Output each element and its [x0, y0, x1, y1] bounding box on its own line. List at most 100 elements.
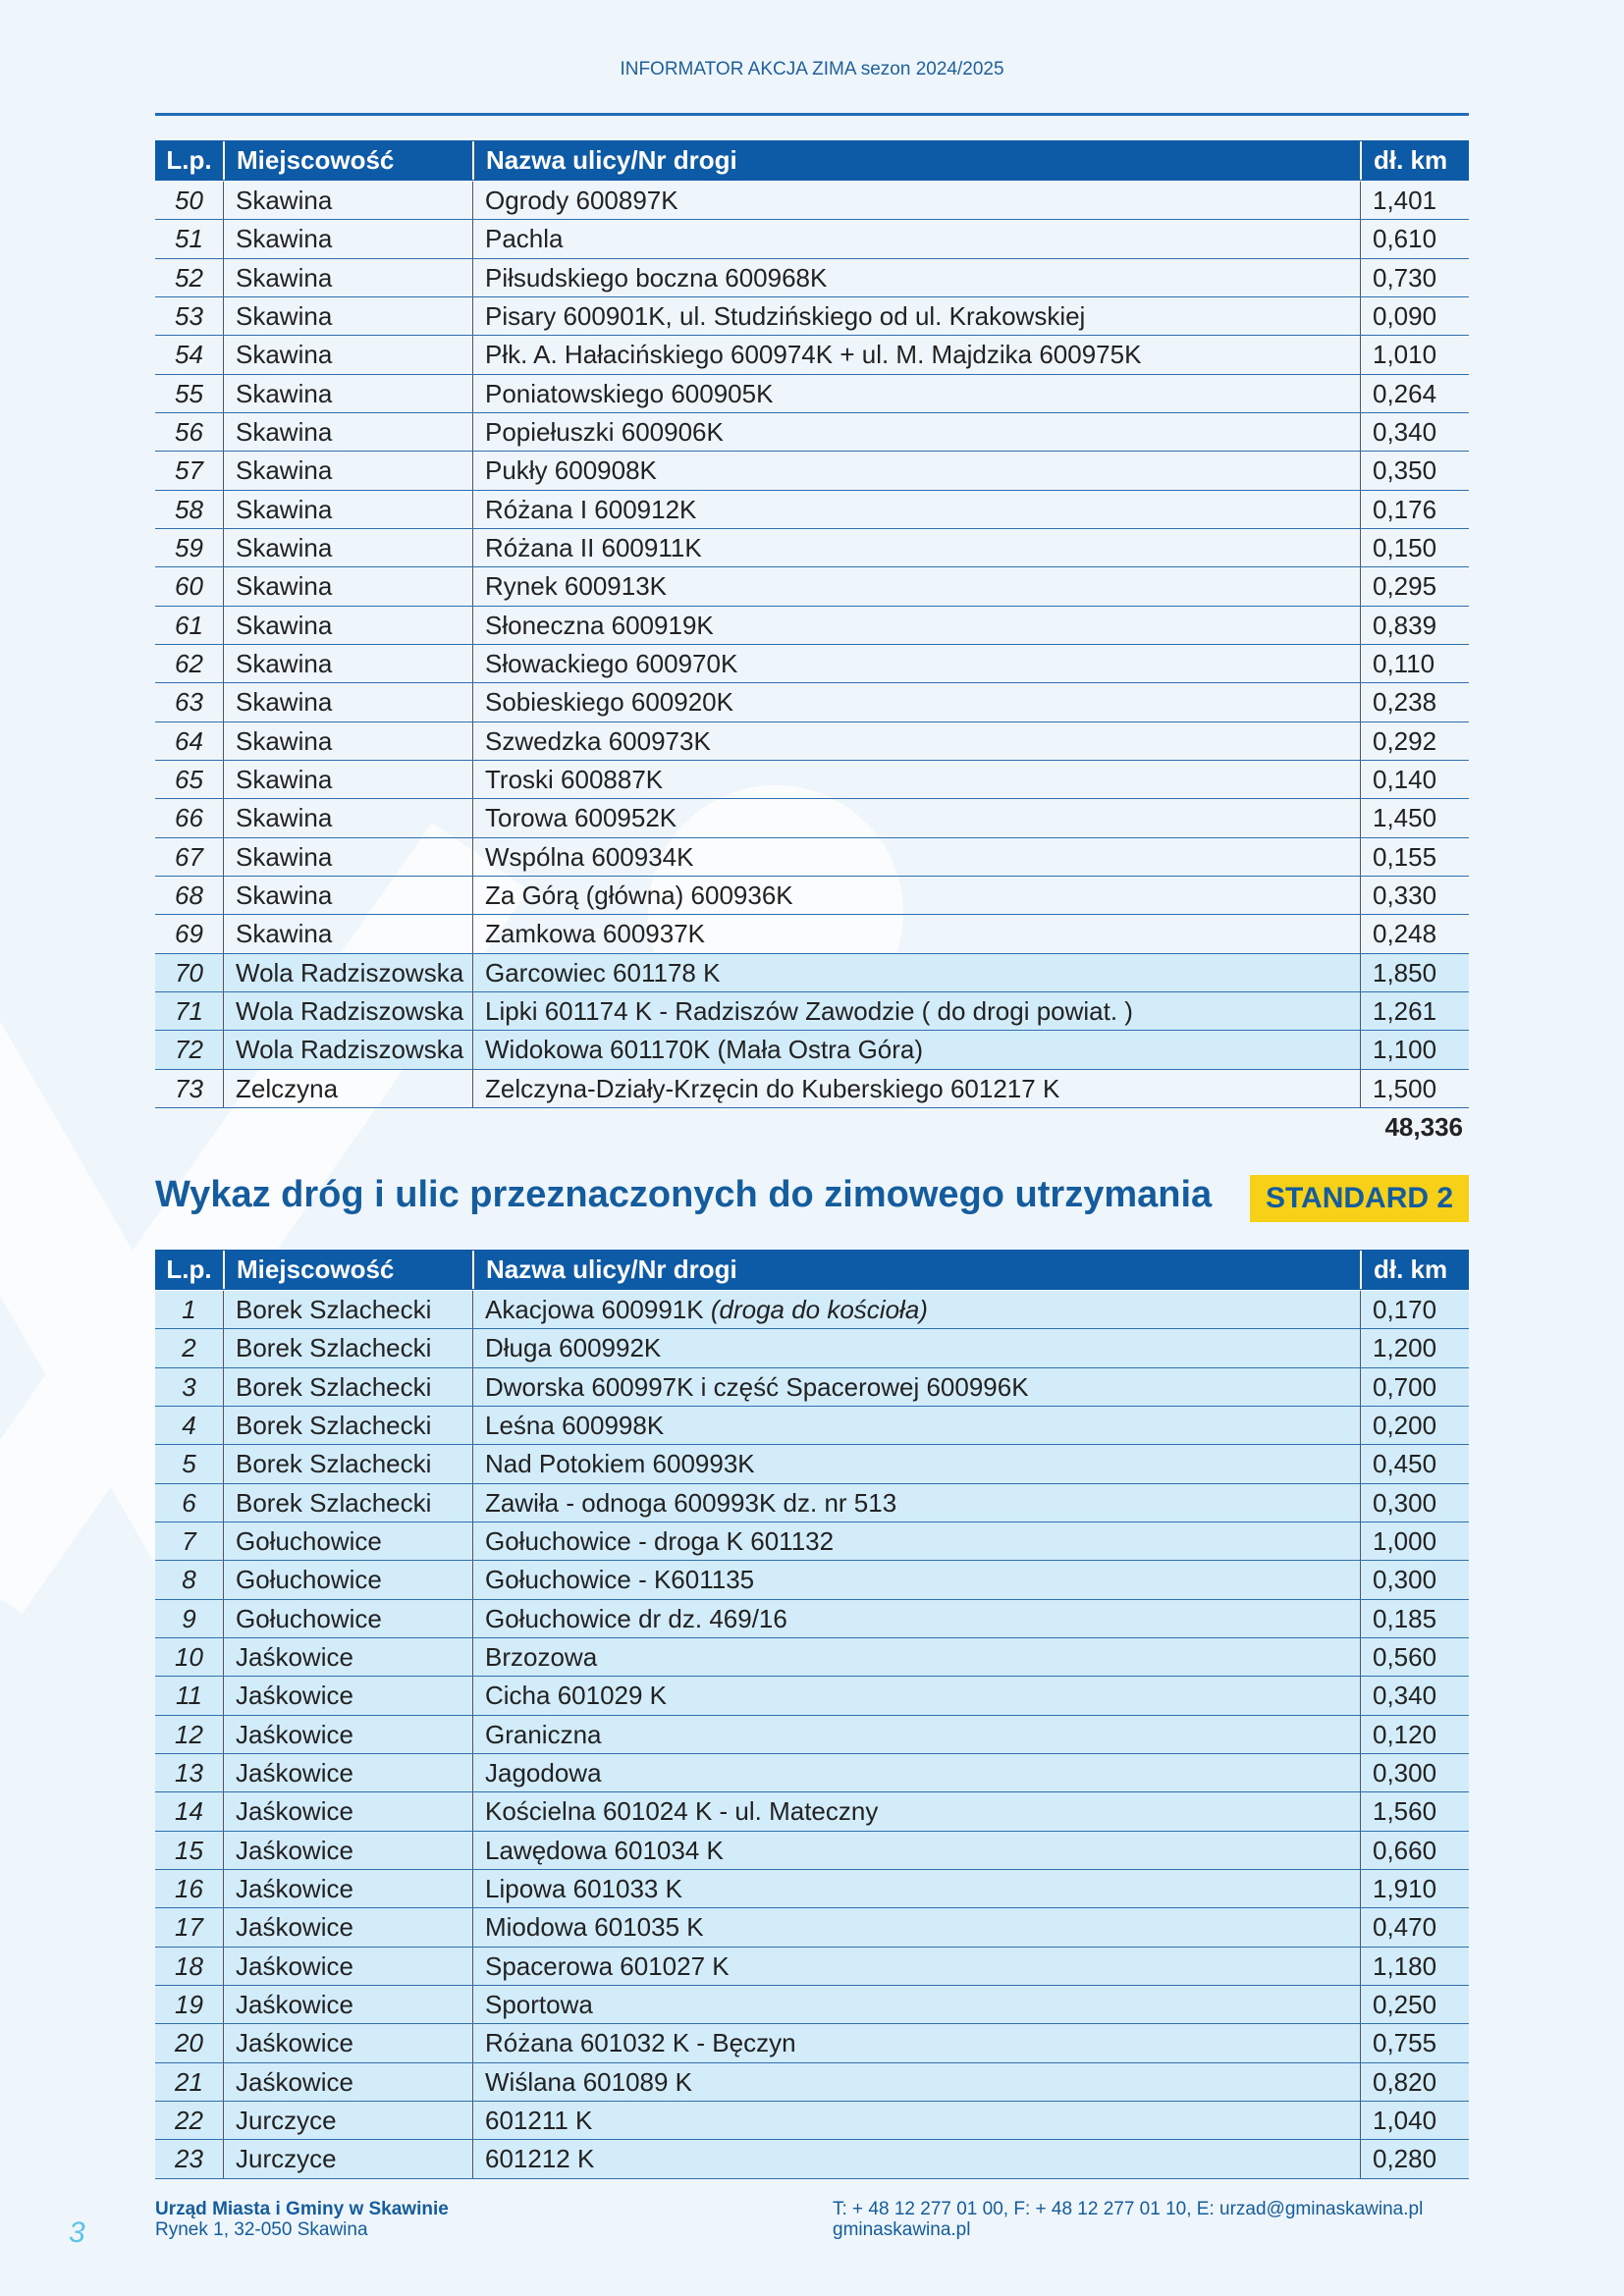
length-km: 0,755 [1360, 2024, 1469, 2062]
cell: Gołuchowice [223, 1599, 472, 1637]
table-row: 70 Wola Radziszowska Garcowiec 601178 K 1,8… [155, 953, 1469, 992]
column-header: L.p. [166, 1255, 212, 1284]
cell: Skawina [223, 915, 472, 953]
table-row: 72 Wola Radziszowska Widokowa 601170K (Mał… [155, 1031, 1469, 1070]
table-row: 56 Skawina Popiełuszki 600906K 0,340 [155, 412, 1469, 453]
total: 48,336 [1384, 1111, 1463, 1142]
table-row: 60 Skawina Rynek 600913K 0,295 [155, 567, 1469, 607]
table-row: 15 Jaśkowice Lawędowa 601034 K 0,660 [155, 1831, 1469, 1870]
cell: Skawina [223, 837, 472, 876]
length-km: 0,839 [1360, 606, 1469, 644]
cell: Piłsudskiego boczna 600968K [472, 258, 1360, 296]
cell: 71 [175, 995, 203, 1026]
cell: 73 [175, 1073, 203, 1103]
length-km: 0,350 [1360, 452, 1469, 490]
table-header: L.p. Miejscowość Nazwa ulicy/Nr drogi dł. k… [155, 140, 1469, 181]
header-rule [155, 113, 1469, 116]
table-row: 22 Jurczyce 601211 K 1,040 [155, 2101, 1469, 2141]
length-km: 1,040 [1360, 2101, 1469, 2140]
table-row: 71 Wola Radziszowska Lipki 601174 K - Radz… [155, 991, 1469, 1032]
cell: Jaśkowice [223, 1792, 472, 1831]
length-km: 0,300 [1360, 1753, 1469, 1792]
cell: Zelczyna-Działy-Krzęcin do Kuberskiego 6… [472, 1069, 1360, 1107]
cell: 61 [175, 610, 203, 640]
table-row: 69 Skawina Zamkowa 600937K 0,248 [155, 915, 1469, 954]
table-row: 51 Skawina Pachla 0,610 [155, 220, 1469, 259]
cell: Borek Szlachecki [223, 1367, 472, 1406]
cell: 11 [176, 1681, 202, 1711]
cell: Poniatowskiego 600905K [472, 374, 1360, 412]
table-row: 2 Borek Szlachecki Długa 600992K 1,200 [155, 1329, 1469, 1368]
table-row: 62 Skawina Słowackiego 600970K 0,110 [155, 644, 1469, 684]
cell: Gołuchowice dr dz. 469/16 [472, 1599, 1360, 1637]
table-row: 6 Borek Szlachecki Zawiła - odnoga 600993K… [155, 1483, 1469, 1522]
cell: 55 [175, 378, 203, 408]
cell: 23 [175, 2144, 203, 2174]
table-row: 63 Skawina Sobieskiego 600920K 0,238 [155, 683, 1469, 722]
cell: Lipki 601174 K - Radziszów Zawodzie ( do… [472, 991, 1360, 1031]
cell: Wola Radziszowska [223, 1031, 472, 1069]
length-km: 1,850 [1360, 953, 1469, 991]
length-km: 0,264 [1360, 374, 1469, 412]
cell: 65 [175, 764, 203, 794]
length-km: 1,010 [1360, 336, 1469, 374]
cell: Szwedzka 600973K [472, 721, 1360, 760]
table-row: 66 Skawina Torowa 600952K 1,450 [155, 799, 1469, 838]
table-row: 52 Skawina Piłsudskiego boczna 600968K 0,73… [155, 258, 1469, 297]
cell: Rynek 600913K [472, 567, 1360, 606]
length-km: 0,330 [1360, 876, 1469, 915]
cell: Skawina [223, 567, 472, 606]
cell: Skawina [223, 528, 472, 567]
cell: Torowa 600952K [472, 799, 1360, 837]
cell: 60 [175, 571, 203, 602]
footer-web: gminaskawina.pl [833, 2219, 971, 2240]
cell: Jagodowa [472, 1753, 1360, 1792]
table-row: 20 Jaśkowice Różana 601032 K - Bęczyn 0,755 [155, 2024, 1469, 2063]
length-km: 1,180 [1360, 1947, 1469, 1985]
cell: Skawina [223, 336, 472, 374]
table-row: 73 Zelczyna Zelczyna-Działy-Krzęcin do Kub… [155, 1069, 1469, 1108]
table-row: 50 Skawina Ogrody 600897K 1,401 [155, 182, 1469, 221]
length-km: 0,238 [1360, 683, 1469, 721]
table-row: 59 Skawina Różana II 600911K 0,150 [155, 528, 1469, 568]
cell: 6 [182, 1487, 196, 1518]
cell: Widokowa 601170K (Mała Ostra Góra) [472, 1031, 1360, 1069]
cell: Nad Potokiem 600993K [472, 1445, 1360, 1483]
table-row: 57 Skawina Pukły 600908K 0,350 [155, 452, 1469, 491]
table-row: 67 Skawina Wspólna 600934K 0,155 [155, 837, 1469, 877]
cell: Zelczyna [223, 1069, 472, 1107]
table-row: 68 Skawina Za Górą (główna) 600936K 0,330 [155, 876, 1469, 916]
length-km: 0,176 [1360, 490, 1469, 528]
cell: Jaśkowice [223, 1831, 472, 1869]
table-row: 4 Borek Szlachecki Leśna 600998K 0,200 [155, 1406, 1469, 1446]
cell: Skawina [223, 220, 472, 258]
cell: Pukły 600908K [472, 452, 1360, 490]
length-km: 0,250 [1360, 1985, 1469, 2024]
cell: Jaśkowice [223, 1908, 472, 1947]
length-km: 1,200 [1360, 1329, 1469, 1367]
table-row: 1 Borek Szlachecki Akacjowa 600991K (droga… [155, 1291, 1469, 1330]
cell: Słowackiego 600970K [472, 644, 1360, 683]
cell: Skawina [223, 683, 472, 721]
cell: 66 [175, 803, 203, 833]
column-header: L.p. [166, 145, 212, 175]
cell: Borek Szlachecki [223, 1291, 472, 1329]
cell: Skawina [223, 644, 472, 683]
length-km: 1,910 [1360, 1869, 1469, 1908]
cell: Jaśkowice [223, 2062, 472, 2101]
cell: Zawiła - odnoga 600993K dz. nr 513 [472, 1483, 1360, 1522]
cell: 64 [175, 725, 203, 756]
cell: 62 [175, 648, 203, 678]
cell: 16 [175, 1873, 203, 1903]
cell: 20 [175, 2028, 203, 2058]
cell: Skawina [223, 799, 472, 837]
standard-badge: STANDARD 2 [1250, 1175, 1469, 1222]
cell: Pachla [472, 220, 1360, 258]
column-header: dł. km [1360, 141, 1469, 180]
cell: Skawina [223, 374, 472, 412]
cell: Jaśkowice [223, 1985, 472, 2024]
cell: 52 [175, 262, 203, 293]
cell: Wola Radziszowska [223, 991, 472, 1031]
cell: Wiślana 601089 K [472, 2062, 1360, 2101]
length-km: 0,340 [1360, 1677, 1469, 1715]
